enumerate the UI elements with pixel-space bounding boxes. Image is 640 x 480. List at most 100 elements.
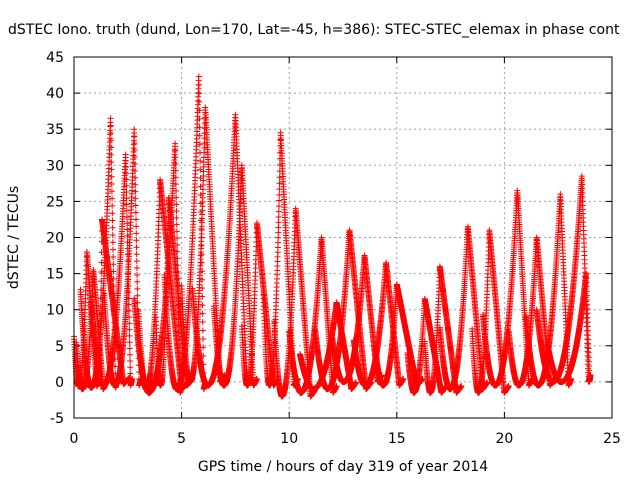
y-tick-label: 45 xyxy=(46,50,64,66)
data-point xyxy=(132,202,139,209)
data-point xyxy=(110,261,117,268)
data-point xyxy=(199,327,206,334)
data-point xyxy=(132,188,139,195)
data-point xyxy=(196,98,203,105)
data-point xyxy=(109,217,116,224)
data-point xyxy=(131,126,138,133)
x-tick-label: 25 xyxy=(603,431,621,447)
data-point xyxy=(132,195,139,202)
data-point xyxy=(108,181,115,188)
data-point xyxy=(123,176,130,183)
data-point xyxy=(199,335,206,342)
data-point xyxy=(173,201,180,208)
data-point xyxy=(109,239,116,246)
y-tick-label: 10 xyxy=(46,303,64,319)
data-point xyxy=(109,210,116,217)
data-point xyxy=(275,203,282,210)
data-point xyxy=(132,209,139,216)
data-point xyxy=(134,292,141,299)
data-point xyxy=(133,237,140,244)
data-point xyxy=(131,160,138,167)
data-point xyxy=(195,73,202,80)
data-point xyxy=(131,147,138,154)
data-point xyxy=(126,374,133,381)
y-tick-label: 25 xyxy=(46,194,64,210)
data-point xyxy=(133,216,140,223)
data-point xyxy=(108,159,115,166)
data-point xyxy=(124,220,131,227)
data-point xyxy=(133,230,140,237)
data-point xyxy=(123,189,130,196)
data-point xyxy=(195,81,202,88)
data-point xyxy=(196,90,203,97)
data-point xyxy=(275,214,282,221)
data-point xyxy=(98,259,105,266)
data-point xyxy=(109,224,116,231)
y-tick-label: 5 xyxy=(55,339,64,355)
data-point xyxy=(133,251,140,258)
data-point xyxy=(133,244,140,251)
data-point xyxy=(110,253,117,260)
x-tick-label: 20 xyxy=(495,431,513,447)
pass-series xyxy=(210,162,260,389)
data-point xyxy=(131,153,138,160)
data-point xyxy=(199,319,206,326)
data-point xyxy=(134,271,141,278)
data-point xyxy=(98,286,105,293)
data-point xyxy=(123,214,130,221)
data-point xyxy=(108,166,115,173)
data-point xyxy=(109,202,116,209)
data-point xyxy=(126,345,133,352)
data-point xyxy=(126,307,133,314)
y-tick-label: 35 xyxy=(46,122,64,138)
data-point xyxy=(133,223,140,230)
data-point xyxy=(132,174,139,181)
data-point xyxy=(123,182,130,189)
data-point xyxy=(97,303,104,310)
x-tick-label: 5 xyxy=(177,431,186,447)
data-point xyxy=(275,224,282,231)
data-point xyxy=(98,278,105,285)
pass-series xyxy=(92,216,133,388)
data-point xyxy=(108,188,115,195)
data-point xyxy=(123,170,130,177)
data-point xyxy=(126,332,133,339)
data-point xyxy=(133,265,140,272)
data-point xyxy=(108,151,115,158)
data-point xyxy=(173,214,180,221)
data-point xyxy=(107,115,114,122)
data-point xyxy=(131,140,138,147)
data-point xyxy=(107,129,114,136)
pass-series xyxy=(73,266,110,393)
data-point xyxy=(275,229,282,236)
data-point xyxy=(109,195,116,202)
data-point xyxy=(173,221,180,228)
data-point xyxy=(110,246,117,253)
data-point xyxy=(123,207,130,214)
data-point xyxy=(275,208,282,215)
data-point xyxy=(126,339,133,346)
data-point xyxy=(108,173,115,180)
data-point xyxy=(123,195,130,202)
data-point xyxy=(172,140,179,147)
data-point xyxy=(98,268,105,275)
y-tick-label: 15 xyxy=(46,267,64,283)
data-point xyxy=(109,232,116,239)
x-tick-label: 0 xyxy=(70,431,79,447)
y-tick-label: -5 xyxy=(50,411,64,427)
y-tick-label: 30 xyxy=(46,158,64,174)
data-point xyxy=(122,163,129,170)
data-point xyxy=(132,167,139,174)
data-point xyxy=(131,133,138,140)
data-point xyxy=(127,364,134,371)
pass-series xyxy=(260,129,301,389)
data-point xyxy=(173,208,180,215)
data-point xyxy=(275,219,282,226)
data-point xyxy=(172,147,179,154)
data-point xyxy=(123,201,130,208)
data-point xyxy=(126,351,133,358)
x-tick-label: 15 xyxy=(388,431,406,447)
data-point xyxy=(127,357,134,364)
data-point xyxy=(133,258,140,265)
